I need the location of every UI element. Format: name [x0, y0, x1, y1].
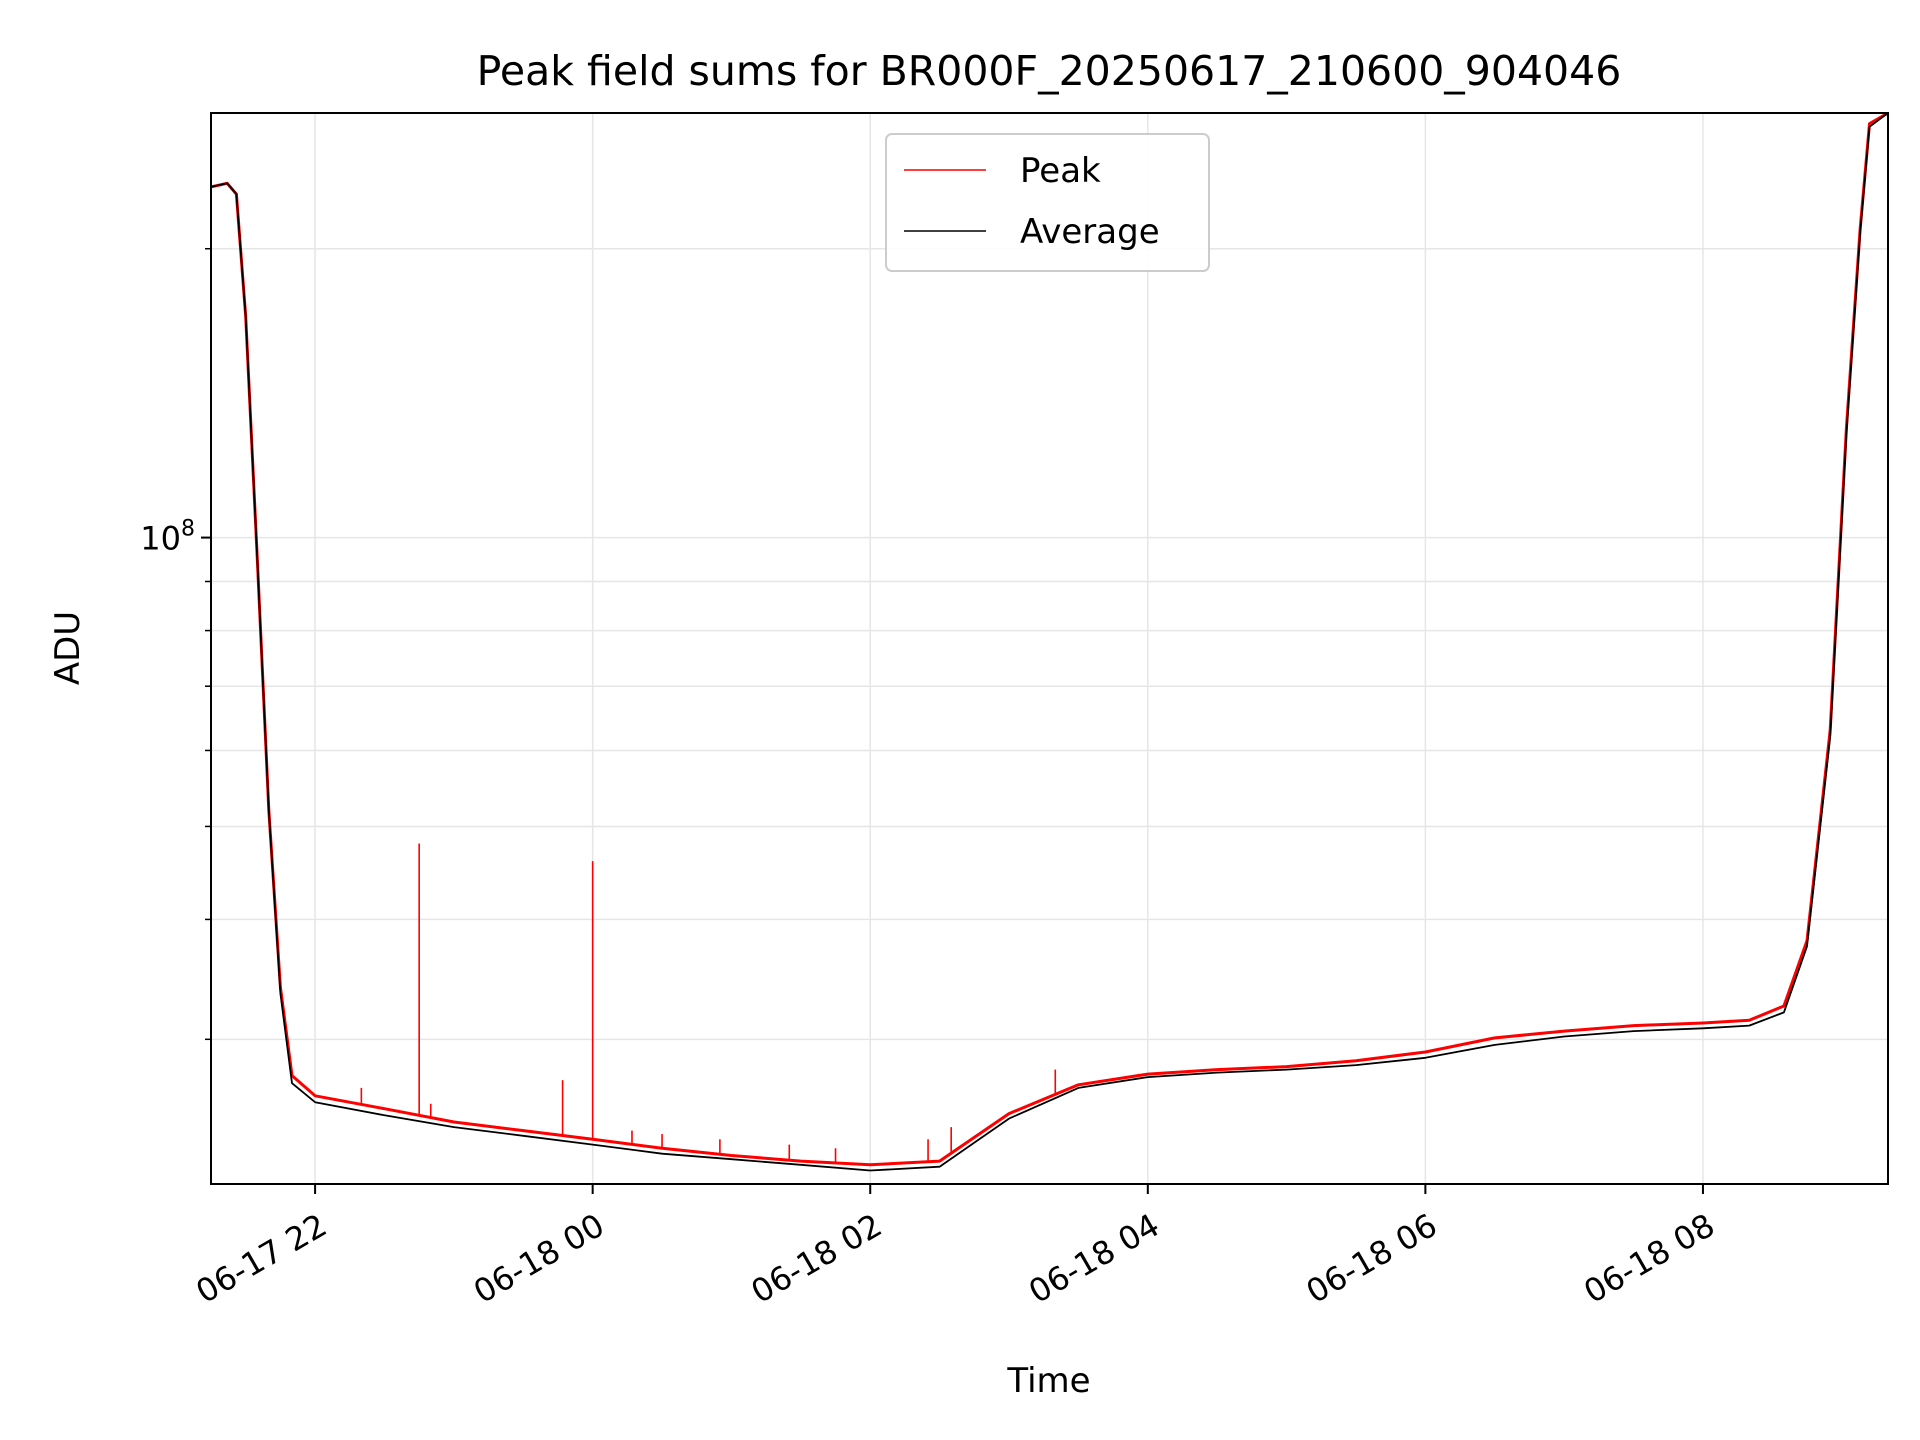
chart-title: Peak field sums for BR000F_20250617_2106… — [477, 47, 1622, 95]
legend-box — [885, 133, 1210, 272]
legend: Peak Average — [885, 133, 1210, 272]
y-axis-label: ADU — [48, 611, 88, 685]
x-axis-label: Time — [1006, 1361, 1090, 1401]
plot-frame — [210, 112, 1889, 1185]
y-tick-label: 108 — [140, 517, 195, 558]
legend-label-peak: Peak — [1020, 151, 1101, 191]
series-group — [211, 113, 1888, 1172]
y-tick-label-base: 10 — [140, 520, 181, 558]
series-layer — [211, 113, 1888, 1172]
legend-label-average: Average — [1020, 212, 1160, 252]
y-tick-label-exponent: 8 — [181, 517, 195, 542]
series-line-average — [211, 113, 1888, 1172]
